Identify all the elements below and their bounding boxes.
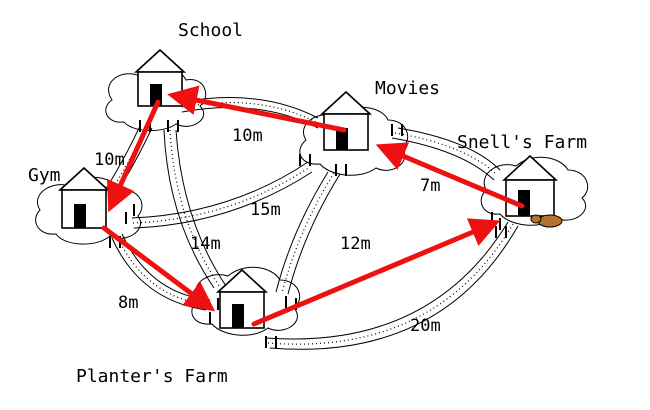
weight-school-gym: 10m [94,150,125,170]
house-snells-farm [501,154,559,217]
label-gym: Gym [28,165,61,186]
house-gym [57,166,111,229]
arrow-movies-to-school [167,85,347,133]
weight-gym-planter: 8m [118,293,138,313]
arrow-snell-to-movies [375,142,525,209]
weight-planter-snell: 20m [410,316,441,336]
weight-gym-movies: 15m [250,200,281,220]
arrow-gym-to-planter [101,225,216,312]
bridge-gym-movies [131,161,313,229]
bridge-movies-snell [391,127,501,181]
label-planters-farm: Planter's Farm [76,366,228,387]
bridge-movies-planter [275,171,341,295]
house-movies [319,90,373,151]
arrow-planter-to-snell [251,218,501,327]
weight-movies-snell: 7m [420,176,440,196]
farm-animal-icon [530,214,563,228]
path-arrows [101,85,525,327]
label-school: School [178,20,243,41]
label-snells-farm: Snell's Farm [457,132,587,153]
arrow-school-to-gym [106,99,161,213]
bridge-school-planter [163,129,227,289]
bridge-planter-snell [265,221,519,350]
weight-movies-planter: 12m [340,234,371,254]
label-movies: Movies [375,78,440,99]
weight-school-movies: 10m [232,126,263,146]
weight-school-planter: 14m [190,234,221,254]
